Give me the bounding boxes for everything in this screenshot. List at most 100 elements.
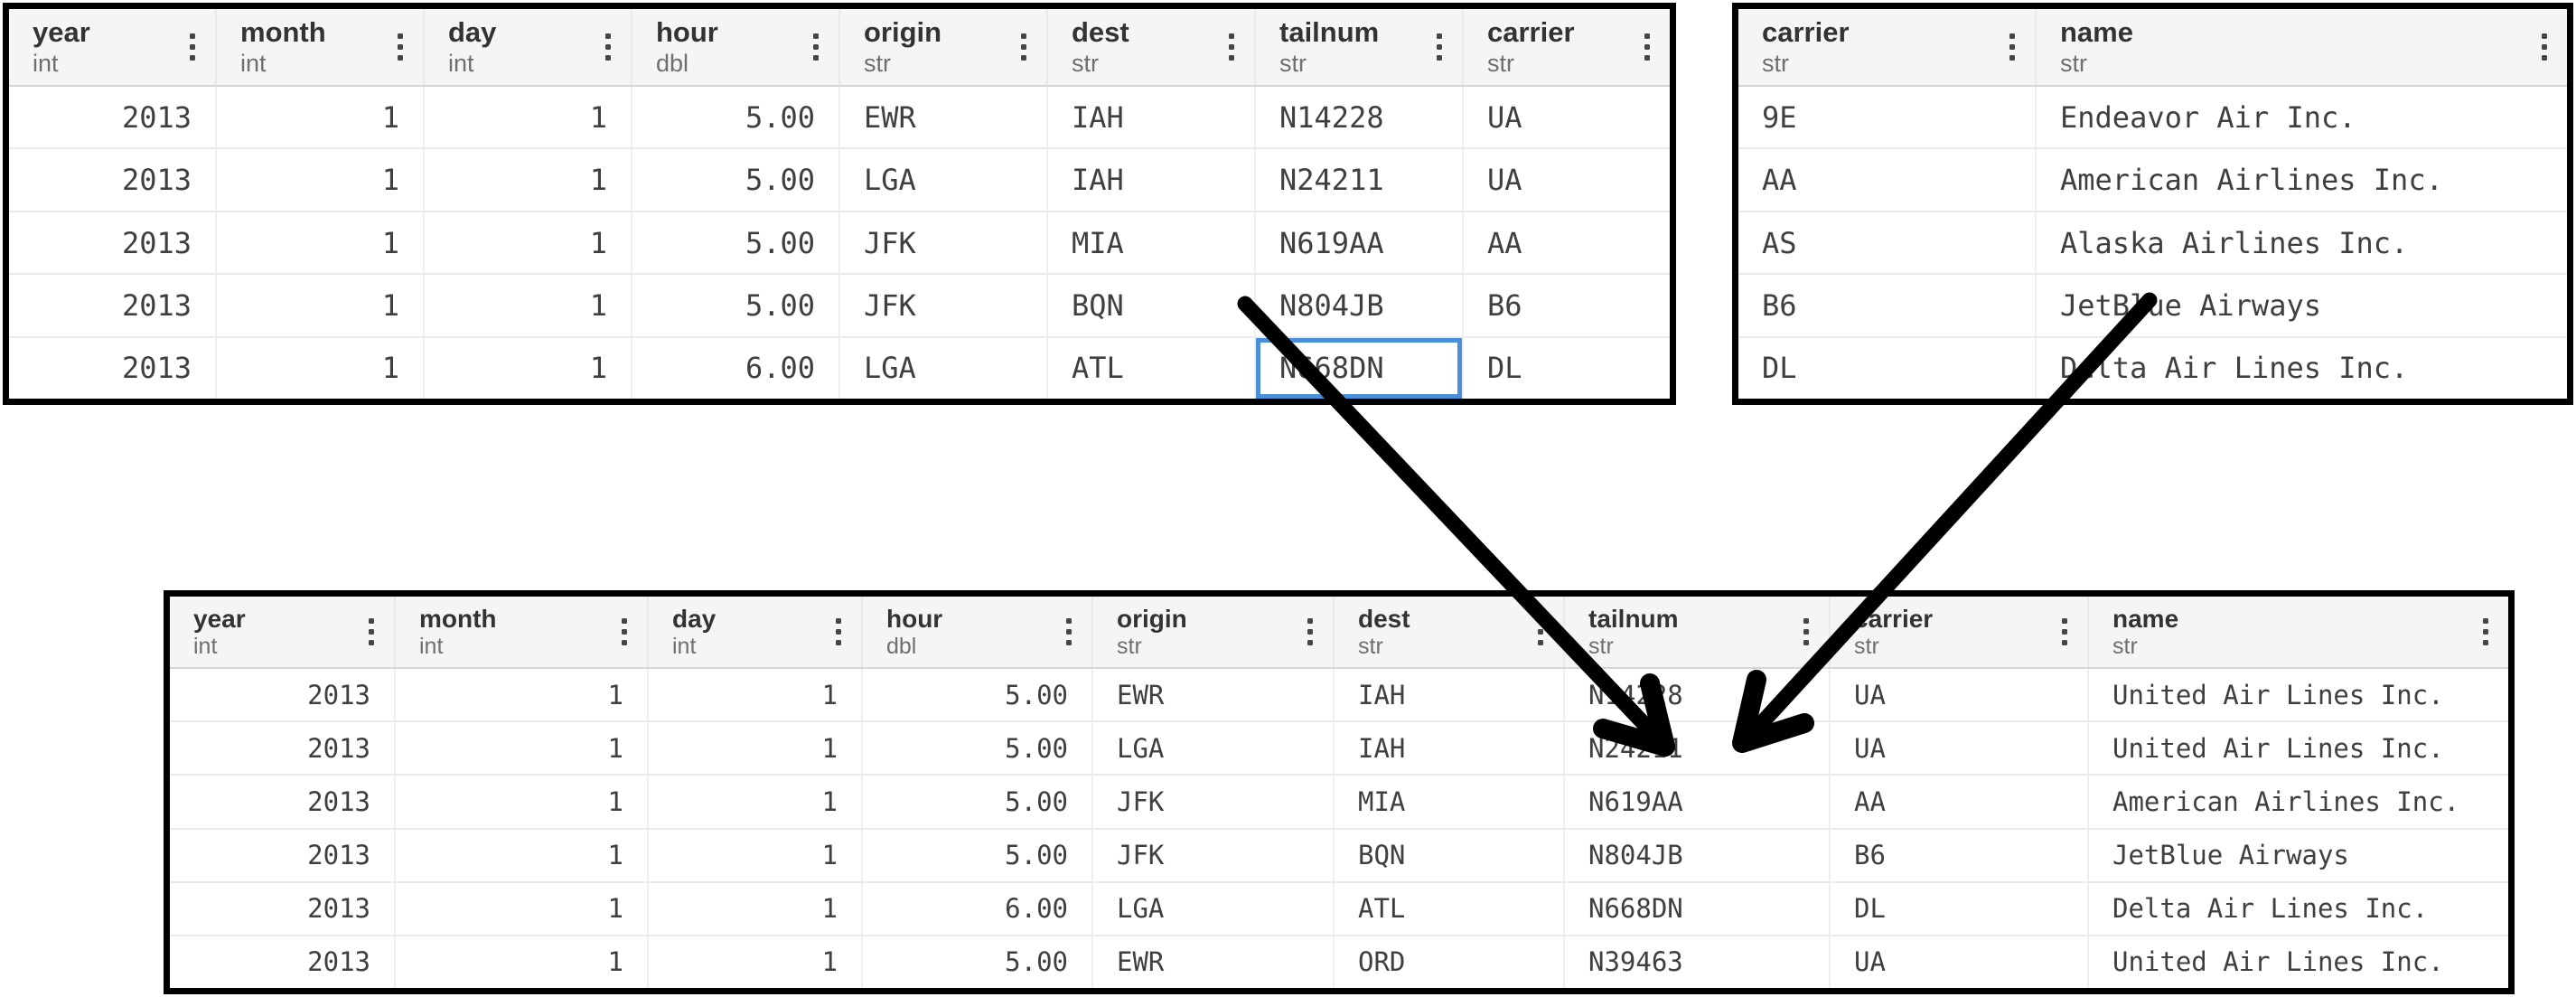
column-header-dest[interactable]: dest str <box>1335 597 1565 667</box>
cell-name[interactable]: Alaska Airlines Inc. <box>2060 225 2409 260</box>
cell-carrier[interactable]: AA <box>1738 149 2037 211</box>
cell-carrier[interactable]: UA <box>1487 99 1522 135</box>
cell-year[interactable]: 2013 <box>9 149 217 211</box>
cell-month[interactable]: 1 <box>396 936 649 989</box>
cell-dest[interactable]: ATL <box>1048 337 1256 400</box>
cell-hour[interactable]: 5.00 <box>632 149 840 211</box>
cell-carrier[interactable]: AS <box>1738 212 2037 274</box>
column-menu-icon[interactable] <box>2483 618 2488 645</box>
cell-dest[interactable]: BQN <box>1048 275 1256 336</box>
cell-name[interactable]: JetBlue Airways <box>2060 287 2321 323</box>
cell-dest[interactable]: IAH <box>1048 149 1256 211</box>
cell-carrier[interactable]: DL <box>1738 337 2037 400</box>
cell-carrier[interactable]: UA <box>1831 722 2089 775</box>
cell-year[interactable]: 2013 <box>9 275 217 336</box>
cell-year[interactable]: 2013 <box>170 722 396 775</box>
cell-carrier[interactable]: AA <box>1831 776 2089 828</box>
cell-origin[interactable]: EWR <box>1093 669 1335 721</box>
cell-dest[interactable]: IAH <box>1335 722 1565 775</box>
cell-dest[interactable]: ORD <box>1335 936 1565 989</box>
cell-day[interactable]: 1 <box>425 149 632 211</box>
cell-day[interactable]: 1 <box>425 337 632 400</box>
cell-dest[interactable]: BQN <box>1335 829 1565 881</box>
cell-tailnum[interactable]: N668DN <box>1565 882 1831 935</box>
cell-carrier[interactable]: DL <box>1487 351 1522 386</box>
cell-tailnum[interactable]: N668DN <box>1256 337 1464 400</box>
cell-month[interactable]: 1 <box>396 829 649 881</box>
cell-hour[interactable]: 5.00 <box>863 669 1093 721</box>
cell-hour[interactable]: 5.00 <box>632 87 840 148</box>
column-header-carrier[interactable]: carrier str <box>1831 597 2089 667</box>
cell-day[interactable]: 1 <box>425 275 632 336</box>
cell-tailnum[interactable]: N804JB <box>1565 829 1831 881</box>
column-header-carrier[interactable]: carrier str <box>1738 9 2037 85</box>
column-menu-icon[interactable] <box>190 33 195 61</box>
cell-dest[interactable]: MIA <box>1048 212 1256 274</box>
column-header-tailnum[interactable]: tailnum str <box>1565 597 1831 667</box>
column-header-name[interactable]: name str <box>2089 597 2508 667</box>
cell-month[interactable]: 1 <box>217 337 425 400</box>
cell-day[interactable]: 1 <box>649 829 863 881</box>
column-menu-icon[interactable] <box>622 618 627 645</box>
column-header-dest[interactable]: dest str <box>1048 9 1256 85</box>
cell-dest[interactable]: MIA <box>1335 776 1565 828</box>
column-header-day[interactable]: day int <box>649 597 863 667</box>
column-header-year[interactable]: year int <box>170 597 396 667</box>
column-menu-icon[interactable] <box>1229 33 1234 61</box>
cell-name[interactable]: American Airlines Inc. <box>2060 163 2443 198</box>
cell-day[interactable]: 1 <box>425 87 632 148</box>
column-header-hour[interactable]: hour dbl <box>632 9 840 85</box>
cell-month[interactable]: 1 <box>396 882 649 935</box>
cell-origin[interactable]: EWR <box>840 87 1048 148</box>
cell-month[interactable]: 1 <box>396 669 649 721</box>
cell-month[interactable]: 1 <box>217 87 425 148</box>
cell-tailnum[interactable]: N14228 <box>1256 87 1464 148</box>
cell-origin[interactable]: EWR <box>1093 936 1335 989</box>
cell-origin[interactable]: JFK <box>1093 776 1335 828</box>
cell-name[interactable]: Delta Air Lines Inc. <box>2060 351 2409 386</box>
cell-day[interactable]: 1 <box>649 776 863 828</box>
cell-hour[interactable]: 6.00 <box>632 337 840 400</box>
cell-day[interactable]: 1 <box>649 882 863 935</box>
cell-name[interactable]: United Air Lines Inc. <box>2112 679 2444 710</box>
cell-hour[interactable]: 6.00 <box>863 882 1093 935</box>
cell-name[interactable]: Delta Air Lines Inc. <box>2112 893 2429 925</box>
cell-carrier[interactable]: UA <box>1831 936 2089 989</box>
column-menu-icon[interactable] <box>1021 33 1026 61</box>
cell-carrier[interactable]: 9E <box>1738 87 2037 148</box>
column-menu-icon[interactable] <box>2542 33 2547 61</box>
cell-origin[interactable]: LGA <box>1093 882 1335 935</box>
cell-name[interactable]: Endeavor Air Inc. <box>2060 99 2356 135</box>
cell-year[interactable]: 2013 <box>9 87 217 148</box>
cell-name[interactable]: United Air Lines Inc. <box>2112 946 2444 978</box>
column-menu-icon[interactable] <box>398 33 403 61</box>
cell-year[interactable]: 2013 <box>170 829 396 881</box>
cell-origin[interactable]: LGA <box>840 149 1048 211</box>
cell-carrier[interactable]: B6 <box>1738 275 2037 336</box>
cell-tailnum[interactable]: N39463 <box>1565 936 1831 989</box>
column-header-day[interactable]: day int <box>425 9 632 85</box>
cell-month[interactable]: 1 <box>217 212 425 274</box>
column-menu-icon[interactable] <box>1437 33 1442 61</box>
cell-year[interactable]: 2013 <box>170 882 396 935</box>
cell-hour[interactable]: 5.00 <box>863 776 1093 828</box>
cell-name[interactable]: JetBlue Airways <box>2112 840 2349 871</box>
cell-carrier[interactable]: B6 <box>1487 287 1522 323</box>
cell-carrier[interactable]: DL <box>1831 882 2089 935</box>
column-menu-icon[interactable] <box>2009 33 2015 61</box>
cell-day[interactable]: 1 <box>425 212 632 274</box>
cell-month[interactable]: 1 <box>396 776 649 828</box>
cell-year[interactable]: 2013 <box>170 776 396 828</box>
column-header-hour[interactable]: hour dbl <box>863 597 1093 667</box>
cell-day[interactable]: 1 <box>649 936 863 989</box>
column-header-year[interactable]: year int <box>9 9 217 85</box>
column-menu-icon[interactable] <box>1066 618 1072 645</box>
cell-dest[interactable]: IAH <box>1048 87 1256 148</box>
cell-dest[interactable]: IAH <box>1335 669 1565 721</box>
column-header-name[interactable]: name str <box>2037 9 2567 85</box>
column-menu-icon[interactable] <box>1803 618 1809 645</box>
column-menu-icon[interactable] <box>1644 33 1650 61</box>
cell-origin[interactable]: LGA <box>840 337 1048 400</box>
cell-year[interactable]: 2013 <box>9 337 217 400</box>
column-header-carrier[interactable]: carrier str <box>1464 9 1670 85</box>
